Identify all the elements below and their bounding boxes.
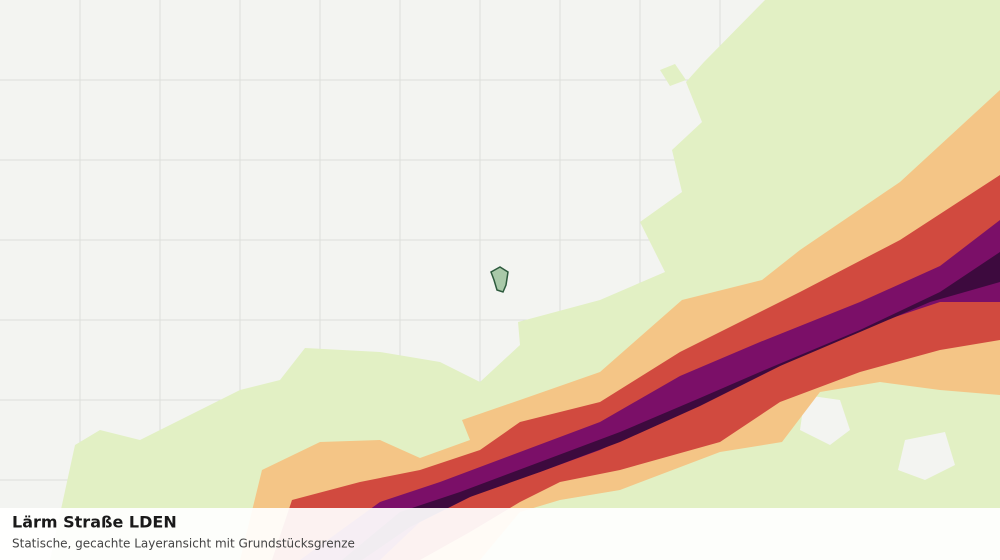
map-gap [800, 395, 850, 445]
parcel-boundary [490, 266, 509, 293]
noise-zone-high [272, 175, 1000, 560]
noise-zone-low [660, 64, 686, 86]
map-title: Lärm Straße LDEN [12, 513, 177, 532]
noise-zone-extreme [342, 252, 1000, 560]
noise-zone-very-high [300, 220, 1000, 560]
map-gap [898, 432, 955, 480]
caption-panel [0, 508, 1000, 560]
map-subtitle: Statische, gecachte Layeransicht mit Gru… [12, 537, 355, 551]
